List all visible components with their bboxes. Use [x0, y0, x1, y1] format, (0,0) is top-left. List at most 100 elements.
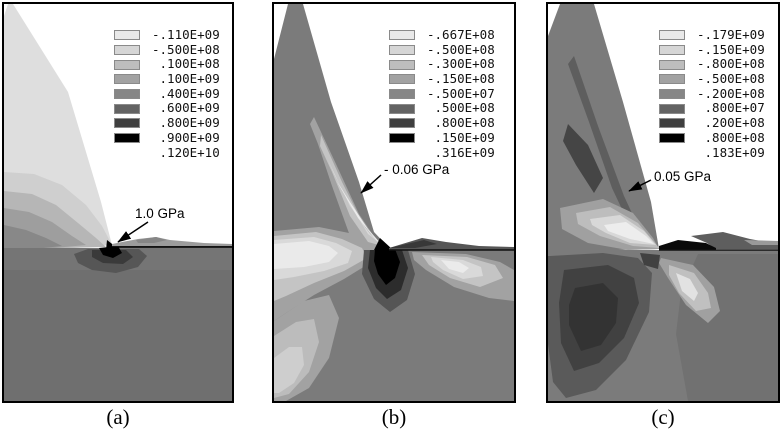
substrate-region: [274, 227, 514, 401]
surface-right-of-tip: [112, 237, 232, 247]
annotation-label-a: 1.0 GPa: [135, 206, 185, 221]
legend-color-swatch: [114, 118, 140, 129]
legend-row: -.300E+08: [389, 57, 495, 72]
annotation-arrow: [628, 179, 652, 192]
legend-row: .800E+09: [114, 115, 220, 131]
legend-level-label: .200E+08: [697, 115, 765, 131]
legend-row: .100E+09: [114, 71, 220, 87]
legend-row: -.150E+08: [389, 71, 495, 87]
legend-row: .183E+09: [659, 144, 765, 161]
legend-row: .200E+08: [659, 115, 765, 131]
legend-level-label: -.300E+08: [427, 56, 495, 72]
legend-row: -.200E+08: [659, 85, 765, 102]
legend-row: -.500E+08: [389, 41, 495, 58]
legend-row: .150E+09: [389, 129, 495, 146]
legend-color-swatch: [389, 45, 415, 56]
contour-legend-a: -.110E+09 -.500E+08 .100E+08 .100E+09 .40…: [114, 27, 220, 161]
panel-caption-b: (b): [381, 405, 407, 429]
legend-level-label: .120E+10: [152, 144, 220, 160]
legend-level-label: .150E+09: [427, 129, 495, 145]
annotation-arrow: [360, 174, 382, 194]
legend-level-label: .800E+08: [697, 129, 765, 145]
legend-color-swatch: [114, 103, 140, 114]
legend-level-label: .316E+09: [427, 144, 495, 160]
legend-row: -.179E+09: [659, 27, 765, 43]
legend-level-label: .800E+09: [152, 115, 220, 131]
legend-color-swatch: [389, 59, 415, 70]
legend-row: -.800E+08: [659, 57, 765, 72]
contour-legend-b: -.667E+08 -.500E+08 -.300E+08 -.150E+08 -.50…: [389, 27, 495, 161]
legend-row: -.667E+08: [389, 27, 495, 43]
contour-plot-b: [274, 4, 514, 401]
legend-row: -.110E+09: [114, 27, 220, 43]
annotation-arrow: [117, 221, 149, 243]
legend-level-label: -.150E+09: [697, 41, 765, 57]
legend-row: -.500E+07: [389, 85, 495, 102]
surface-right-of-tip: [659, 232, 778, 250]
contour-legend-c: -.179E+09 -.150E+09 -.800E+08 -.500E+08 -.20…: [659, 27, 765, 161]
substrate-region: [548, 250, 778, 401]
legend-level-label: .800E+08: [427, 115, 495, 131]
legend-color-swatch: [659, 30, 685, 41]
legend-level-label: .400E+09: [152, 85, 220, 101]
panel-caption-c: (c): [651, 405, 675, 429]
legend-color-swatch: [659, 45, 685, 56]
legend-row: .316E+09: [389, 144, 495, 161]
legend-level-label: -.179E+09: [697, 27, 765, 42]
legend-color-swatch: [389, 103, 415, 114]
legend-color-swatch: [114, 74, 140, 85]
surface-right-of-tip: [389, 238, 514, 250]
legend-color-swatch: [389, 89, 415, 100]
annotation-label-c: 0.05 GPa: [654, 169, 712, 184]
legend-color-swatch: [389, 118, 415, 129]
legend-color-swatch: [389, 30, 415, 41]
legend-color-swatch: [659, 133, 685, 144]
legend-level-label: -.110E+09: [152, 27, 220, 42]
legend-row: .800E+08: [389, 115, 495, 131]
legend-level-label: -.500E+08: [427, 41, 495, 57]
legend-row: .100E+08: [114, 57, 220, 72]
contour-plot-a: [4, 4, 232, 401]
legend-color-swatch: [114, 133, 140, 144]
legend-level-label: -.500E+08: [697, 71, 765, 87]
legend-row: .500E+08: [389, 101, 495, 116]
legend-color-swatch: [114, 59, 140, 70]
legend-color-swatch: [659, 59, 685, 70]
legend-color-swatch: [659, 89, 685, 100]
legend-color-swatch: [114, 45, 140, 56]
legend-level-label: .183E+09: [697, 144, 765, 160]
panel-a: -.110E+09 -.500E+08 .100E+08 .100E+09 .40…: [2, 2, 234, 403]
legend-level-label: .500E+08: [427, 100, 495, 116]
indenter-and-pileup-region: [4, 4, 112, 251]
indenter-and-pileup-region: [274, 4, 389, 250]
legend-level-label: .100E+09: [152, 71, 220, 87]
substrate-region: [4, 240, 232, 401]
legend-level-label: .800E+07: [697, 100, 765, 116]
legend-row: .900E+09: [114, 129, 220, 146]
legend-level-label: -.500E+07: [427, 85, 495, 101]
legend-level-label: -.667E+08: [427, 27, 495, 42]
legend-row: .800E+07: [659, 101, 765, 116]
legend-level-label: .600E+09: [152, 100, 220, 116]
legend-level-label: .100E+08: [152, 56, 220, 72]
legend-level-label: -.800E+08: [697, 56, 765, 72]
panel-b: -.667E+08 -.500E+08 -.300E+08 -.150E+08 -.50…: [272, 2, 516, 403]
legend-color-swatch: [659, 103, 685, 114]
panel-c: -.179E+09 -.150E+09 -.800E+08 -.500E+08 -.20…: [546, 2, 780, 403]
legend-level-label: .900E+09: [152, 129, 220, 145]
legend-row: .800E+08: [659, 129, 765, 146]
legend-color-swatch: [114, 89, 140, 100]
legend-row: -.150E+09: [659, 41, 765, 58]
legend-color-swatch: [114, 30, 140, 41]
legend-level-label: -.200E+08: [697, 85, 765, 101]
legend-row: .600E+09: [114, 101, 220, 116]
legend-level-label: -.150E+08: [427, 71, 495, 87]
annotation-label-b: - 0.06 GPa: [384, 162, 450, 177]
legend-color-swatch: [389, 74, 415, 85]
legend-color-swatch: [659, 118, 685, 129]
legend-color-swatch: [659, 74, 685, 85]
contour-plot-c: [548, 4, 778, 401]
legend-row: .120E+10: [114, 144, 220, 161]
legend-row: -.500E+08: [114, 42, 220, 58]
